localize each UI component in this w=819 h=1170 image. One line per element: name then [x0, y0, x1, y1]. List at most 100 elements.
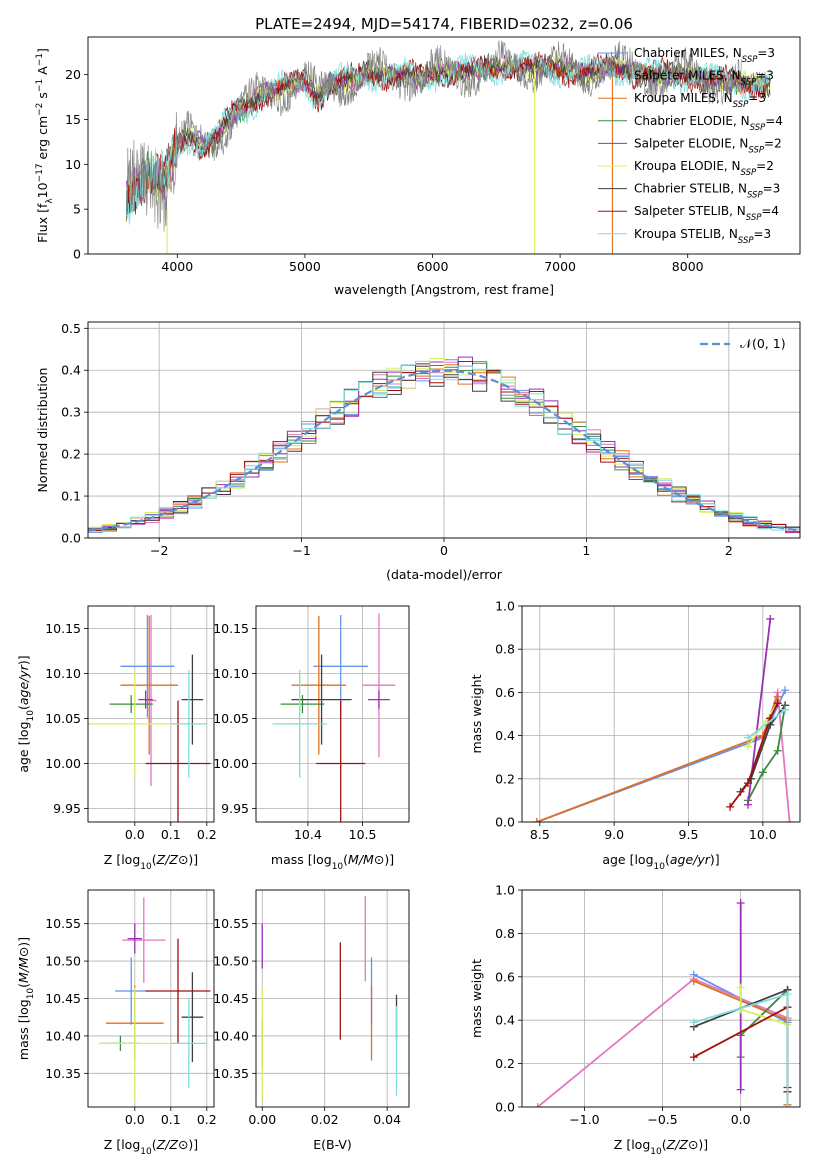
model-line-kroupa_stelib [125, 49, 771, 225]
x-tick-label: 8.5 [530, 827, 550, 842]
x-tick-label: 9.0 [604, 827, 624, 842]
y-tick-label: 0.6 [495, 969, 515, 984]
x-axis-label: Z [log10(Z/Z⊙)] [614, 1137, 708, 1157]
plot-area [88, 356, 800, 535]
y-tick-label: 10.45 [45, 991, 81, 1006]
weight-marker [736, 983, 745, 992]
x-tick-label: 0.1 [161, 1112, 181, 1127]
y-tick-label: 10.15 [45, 621, 81, 636]
ebv-mass-panel: 0.00 0.02 0.04 10.35 10.40 10.45 10.50 10.55 E(B… [213, 889, 410, 1152]
errorbar-salpeter_miles [145, 615, 157, 786]
weight-line-chabrier_elodie [747, 705, 786, 801]
legend-label: Salpeter STELIB, NSSP=4 [634, 204, 779, 223]
weight-line-salpeter_stelib [729, 702, 779, 808]
axes-frame [521, 605, 801, 823]
errorbar-salpeter_miles [122, 897, 166, 983]
errorbar-chabrier_stelib [181, 654, 204, 745]
y-tick-label: 10.45 [213, 991, 249, 1006]
weight-marker [689, 1053, 698, 1062]
x-tick-label: 0.04 [373, 1112, 401, 1127]
y-tick-label: 0.0 [495, 815, 515, 830]
errorbar-salpeter_elodie [138, 690, 153, 709]
x-tick-label: −1.0 [569, 1112, 599, 1127]
normal-curve [88, 369, 800, 532]
y-tick-label: 1.0 [495, 883, 515, 898]
y-tick-label: 0.2 [61, 447, 81, 462]
legend-label: Chabrier MILES, NSSP=3 [634, 46, 775, 65]
y-tick-label: 10.40 [45, 1028, 81, 1043]
y-tick-label: 1.0 [495, 599, 515, 614]
y-tick-label: 9.95 [221, 801, 249, 816]
errorbar-kroupa_elodie [98, 987, 171, 1100]
weight-line-kroupa_miles [536, 696, 779, 822]
x-tick-label: 7000 [544, 259, 576, 274]
x-tick-label: 0.00 [248, 1112, 276, 1127]
x-tick-label: −1 [292, 543, 310, 558]
x-tick-label: 0.2 [197, 1112, 217, 1127]
y-tick-label: 9.95 [53, 801, 81, 816]
y-tick-label: 10.55 [213, 916, 249, 931]
errorbar-kroupa_elodie [88, 671, 182, 777]
z-age-panel: 0.0 0.1 0.2 9.95 10.00 10.05 10.10 10.15 Z [log1… [16, 605, 217, 872]
x-tick-label: 8000 [672, 259, 704, 274]
weight-marker [736, 1085, 745, 1094]
legend-label: Salpeter ELODIE, NSSP=2 [634, 136, 782, 155]
y-tick-label: 0.2 [495, 1056, 515, 1071]
x-axis-label: age [log10(age/yr)] [602, 852, 719, 872]
errorbar-kroupa_miles [291, 615, 347, 755]
x-tick-label: 0 [440, 543, 448, 558]
y-tick-label: 10 [65, 157, 81, 172]
weight-marker [689, 977, 698, 986]
y-tick-label: 0.4 [495, 728, 515, 743]
y-tick-label: 0.8 [495, 642, 515, 657]
y-tick-label: 0.8 [495, 926, 515, 941]
y-axis-label: age [log10(age/yr)] [16, 655, 36, 772]
y-axis-label: mass weight [469, 674, 484, 753]
errorbar-chabrier_elodie [280, 695, 325, 714]
y-axis-label: Flux [fλ10−17 erg cm−2 s−1 A−1] [35, 48, 55, 243]
plot-area [261, 895, 398, 1100]
errorbar-kroupa_stelib [272, 669, 328, 778]
x-axis-label: E(B-V) [313, 1137, 352, 1152]
x-tick-label: −2 [150, 543, 168, 558]
axes-frame [87, 605, 215, 823]
y-tick-label: 10.05 [45, 711, 81, 726]
errorbar-chabrier_stelib [181, 972, 204, 1063]
y-tick-label: 10.10 [45, 666, 81, 681]
plot-area [532, 614, 794, 822]
x-tick-label: 10.0 [749, 827, 777, 842]
weight-marker [773, 699, 782, 708]
weight-marker [726, 802, 735, 811]
x-axis-label: Z [log10(Z/Z⊙)] [104, 852, 198, 872]
errorbar-salpeter_elodie [368, 690, 390, 709]
legend-label: Salpeter MILES, NSSP=3 [634, 69, 774, 88]
plot-area [88, 615, 211, 822]
y-tick-label: 0.0 [61, 531, 81, 546]
errorbar-kroupa_stelib [170, 998, 207, 1089]
errorbar-salpeter_miles [362, 613, 396, 758]
errorbar-salpeter_elodie [127, 923, 142, 954]
x-tick-label: 0.2 [197, 827, 217, 842]
x-tick-label: 9.5 [679, 827, 699, 842]
weight-marker [783, 1103, 792, 1107]
y-tick-label: 10.35 [213, 1066, 249, 1081]
y-tick-label: 0.6 [495, 685, 515, 700]
axes-frame [521, 889, 801, 1108]
y-tick-label: 10.35 [45, 1066, 81, 1081]
weight-marker [533, 1103, 542, 1107]
x-tick-label: 0.0 [125, 1112, 145, 1127]
plot-area [98, 897, 211, 1100]
x-tick-label: 6000 [417, 259, 449, 274]
y-axis-label: Normed distribution [35, 368, 50, 493]
plot-area [533, 899, 792, 1107]
errorbar-chabrier_miles [120, 615, 175, 718]
axes-frame [255, 605, 410, 823]
y-tick-label: 5 [73, 202, 81, 217]
errorbar-chabrier_elodie [109, 695, 153, 714]
weight-marker [773, 746, 782, 755]
weight-marker [689, 1018, 698, 1027]
y-tick-label: 10.05 [213, 711, 249, 726]
y-tick-label: 0.5 [61, 321, 81, 336]
weight-marker [743, 733, 752, 742]
